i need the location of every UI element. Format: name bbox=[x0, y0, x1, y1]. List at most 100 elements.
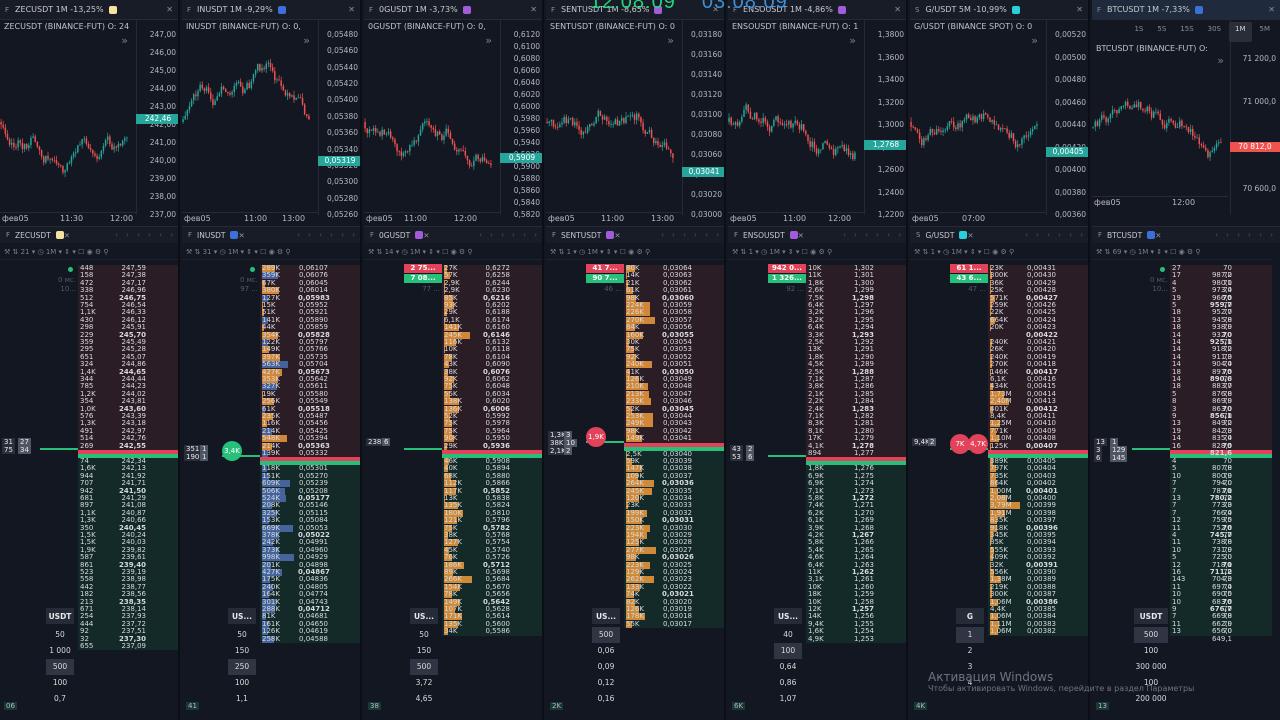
collapse-chevron-icon[interactable]: » bbox=[1031, 34, 1038, 47]
ask-row[interactable]: 78K 0,6104 bbox=[364, 353, 542, 361]
ask-row[interactable]: 269 242,55 bbox=[0, 442, 178, 450]
tick-size[interactable]: 14 bbox=[384, 248, 394, 256]
ask-row[interactable]: 14 70 911,3 bbox=[1092, 345, 1272, 360]
bid-row[interactable]: 7,4K 1,271 bbox=[728, 501, 906, 509]
ask-row[interactable]: 116K 0,05456 bbox=[182, 419, 360, 428]
bid-row[interactable]: 1,00M 0,00401 bbox=[910, 487, 1088, 495]
bid-row[interactable]: 74K 0,03021 bbox=[546, 590, 724, 599]
ask-row[interactable]: 576 243,39 bbox=[0, 412, 178, 420]
bid-row[interactable]: 151K 0,05270 bbox=[182, 472, 360, 480]
ask-row[interactable]: 136K 0,6006 bbox=[364, 405, 542, 413]
ask-row[interactable]: 1,8K 1,290 bbox=[728, 353, 906, 361]
time-axis[interactable]: фев05 11:00 12:00 bbox=[728, 212, 864, 225]
ask-row[interactable]: 22K 0,00425 bbox=[910, 308, 1088, 317]
timeframe-5s[interactable]: 5S bbox=[1157, 25, 1167, 33]
bid-row[interactable]: 150K 0,03031 bbox=[546, 516, 724, 525]
chart-tab-0g[interactable]: F 0GUSDT 1M -3,73% ✕ bbox=[364, 0, 542, 20]
ask-row[interactable]: 126K 0,03049 bbox=[546, 375, 724, 383]
bid-row[interactable]: 129K 0,03024 bbox=[546, 568, 724, 576]
toolbar-icons[interactable]: ▾ ◷ 1M ▾ ⇕ ▾ ☐ ◉ ⚙ ⚲ bbox=[571, 248, 651, 256]
ask-row[interactable]: 1,2K 244,02 bbox=[0, 390, 178, 398]
ask-row[interactable]: 98K 0,03060 bbox=[546, 294, 724, 302]
color-tag[interactable] bbox=[654, 5, 663, 14]
bid-row[interactable]: 523 239,19 bbox=[0, 568, 178, 576]
order-size-option[interactable]: 0,7 bbox=[54, 694, 66, 703]
order-size-option[interactable]: 300 000 bbox=[1135, 662, 1167, 671]
bid-row[interactable]: 240K 0,04805 bbox=[182, 583, 360, 591]
bid-row[interactable]: 149K 0,5642 bbox=[364, 598, 542, 606]
bid-row[interactable]: 74 242,34 bbox=[0, 457, 178, 465]
bid-row[interactable]: 5 70 718,1 bbox=[1092, 553, 1272, 568]
bid-row[interactable]: 201K 0,04898 bbox=[182, 561, 360, 569]
bid-row[interactable]: 32K 0,00391 bbox=[910, 561, 1088, 569]
ask-row[interactable]: 1,10M 0,00408 bbox=[910, 434, 1088, 443]
ask-row[interactable]: 233K 0,03046 bbox=[546, 397, 724, 406]
order-size-option[interactable]: 0,86 bbox=[779, 678, 797, 687]
ask-row[interactable]: 430 246,12 bbox=[0, 316, 178, 324]
bid-row[interactable]: 1,8K 1,276 bbox=[728, 464, 906, 472]
bid-row[interactable]: 4 70 807,8 bbox=[1092, 457, 1272, 472]
ask-row[interactable]: 8,4K 0,00411 bbox=[910, 412, 1088, 420]
ask-row[interactable]: 2,5K 1,292 bbox=[728, 338, 906, 346]
color-tag[interactable] bbox=[606, 231, 615, 239]
bid-row[interactable]: 897 241,08 bbox=[0, 501, 178, 509]
dom-tab-in[interactable]: F INUSDT ✕ ‹ › ‹ › ‹ › bbox=[182, 226, 360, 243]
bid-row[interactable]: 13 70 649,1 bbox=[1092, 627, 1272, 642]
bid-row[interactable]: 262K 0,03023 bbox=[546, 575, 724, 584]
bid-row[interactable]: 10K 1,258 bbox=[728, 598, 906, 606]
ask-row[interactable]: 448 247,59 bbox=[0, 264, 178, 272]
bid-row[interactable]: 213 238,35 bbox=[0, 598, 178, 606]
color-tag[interactable] bbox=[230, 231, 239, 239]
ask-row[interactable]: 19K 0,05580 bbox=[182, 390, 360, 398]
bid-row[interactable]: 1,1K 240,87 bbox=[0, 509, 178, 517]
bid-row[interactable]: 127K 0,5754 bbox=[364, 538, 542, 547]
ask-row[interactable]: 1,1K 246,33 bbox=[0, 308, 178, 316]
ask-row[interactable]: 1,3K 243,18 bbox=[0, 419, 178, 427]
bid-row[interactable]: 1,06M 0,00384 bbox=[910, 612, 1088, 621]
ask-row[interactable]: 67K 0,06045 bbox=[182, 279, 360, 287]
ask-row[interactable]: 894 1,277 bbox=[728, 449, 906, 457]
ask-row[interactable]: 57K 0,6258 bbox=[364, 271, 542, 280]
bid-row[interactable]: 389K 0,00405 bbox=[910, 457, 1088, 465]
bid-row[interactable]: 12 70 752,6 bbox=[1092, 516, 1272, 531]
bid-row[interactable]: 6,1K 1,269 bbox=[728, 516, 906, 524]
ask-row[interactable]: 8,1K 1,280 bbox=[728, 427, 906, 435]
bid-row[interactable]: 1,91M 0,00398 bbox=[910, 509, 1088, 517]
ask-row[interactable]: 141K 0,05890 bbox=[182, 316, 360, 324]
bid-row[interactable]: 9,4K 1,255 bbox=[728, 620, 906, 628]
ask-row[interactable]: 6,4K 1,297 bbox=[728, 301, 906, 309]
order-size-option[interactable]: 2 bbox=[967, 646, 973, 655]
bid-row[interactable]: 199K 0,03032 bbox=[546, 509, 724, 517]
bid-row[interactable]: 76K 0,5726 bbox=[364, 553, 542, 562]
ask-row[interactable]: 359K 0,06076 bbox=[182, 271, 360, 280]
bid-row[interactable]: 12 70 711,2 bbox=[1092, 561, 1272, 576]
ask-row[interactable]: 14 70 883,7 bbox=[1092, 375, 1272, 390]
bid-row[interactable]: 178K 0,03018 bbox=[546, 612, 724, 621]
ask-row[interactable]: 29K 0,5936 bbox=[364, 442, 542, 450]
bid-row[interactable]: 14K 1,256 bbox=[728, 612, 906, 620]
bid-row[interactable]: 864K 0,00402 bbox=[910, 479, 1088, 488]
bid-row[interactable]: 427K 0,04867 bbox=[182, 568, 360, 576]
collapse-chevron-icon[interactable]: » bbox=[121, 34, 128, 47]
bid-row[interactable]: 118K 0,05301 bbox=[182, 464, 360, 473]
color-tag[interactable] bbox=[108, 5, 117, 14]
ask-row[interactable]: 26K 0,00420 bbox=[910, 345, 1088, 354]
price-chart[interactable]: » 0,05480 0,05460 0,05440 0,05420 0,05400 0,05… bbox=[182, 20, 360, 225]
bid-row[interactable]: 161K 0,04650 bbox=[182, 620, 360, 628]
ask-row[interactable]: 2,6K 1,299 bbox=[728, 286, 906, 294]
bid-row[interactable]: 1,5K 240,03 bbox=[0, 538, 178, 546]
collapse-chevron-icon[interactable]: » bbox=[485, 34, 492, 47]
tools-icon[interactable]: ⚒ ⇅ bbox=[186, 248, 203, 256]
order-size-option[interactable]: 1,1 bbox=[236, 694, 248, 703]
order-size-option[interactable]: 500 bbox=[592, 627, 620, 643]
bid-row[interactable]: 121K 0,5796 bbox=[364, 516, 542, 525]
bid-row[interactable]: 942 241,50 bbox=[0, 487, 178, 495]
close-icon[interactable]: ✕ bbox=[894, 5, 901, 14]
ask-row[interactable]: 754 246,54 bbox=[0, 301, 178, 309]
price-axis[interactable]: 0,03180 0,03160 0,03140 0,03120 0,03100 0,030… bbox=[682, 20, 724, 219]
bid-row[interactable]: 10 70 794,0 bbox=[1092, 472, 1272, 487]
bid-row[interactable]: 1,06M 0,00382 bbox=[910, 627, 1088, 636]
bid-row[interactable]: 3,9K 1,268 bbox=[728, 524, 906, 532]
bid-row[interactable]: 7 70 766,4 bbox=[1092, 501, 1272, 516]
ask-row[interactable]: 8 70 863,0 bbox=[1092, 397, 1272, 412]
